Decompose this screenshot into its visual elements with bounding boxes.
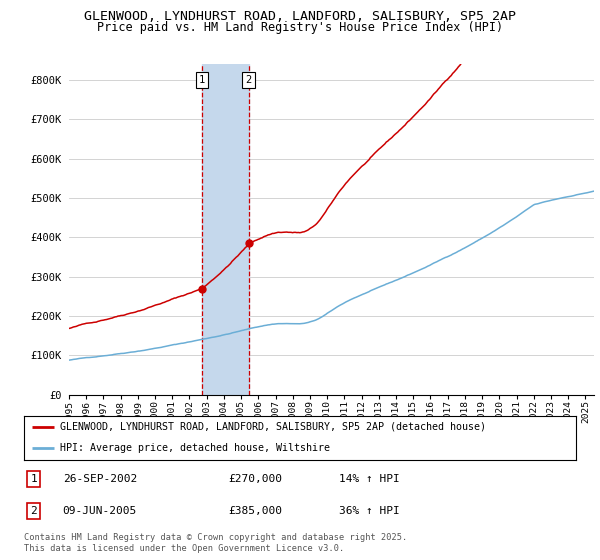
Text: 2: 2 <box>245 75 252 85</box>
Text: Contains HM Land Registry data © Crown copyright and database right 2025.
This d: Contains HM Land Registry data © Crown c… <box>24 533 407 553</box>
Text: 26-SEP-2002: 26-SEP-2002 <box>62 474 137 484</box>
Text: Price paid vs. HM Land Registry's House Price Index (HPI): Price paid vs. HM Land Registry's House … <box>97 21 503 34</box>
Text: 09-JUN-2005: 09-JUN-2005 <box>62 506 137 516</box>
Text: £270,000: £270,000 <box>228 474 282 484</box>
Bar <box>202 64 249 395</box>
Text: 1: 1 <box>31 474 37 484</box>
Text: 1: 1 <box>199 75 205 85</box>
Text: GLENWOOD, LYNDHURST ROAD, LANDFORD, SALISBURY, SP5 2AP (detached house): GLENWOOD, LYNDHURST ROAD, LANDFORD, SALI… <box>60 422 486 432</box>
Text: HPI: Average price, detached house, Wiltshire: HPI: Average price, detached house, Wilt… <box>60 443 330 453</box>
Text: £385,000: £385,000 <box>228 506 282 516</box>
Text: GLENWOOD, LYNDHURST ROAD, LANDFORD, SALISBURY, SP5 2AP: GLENWOOD, LYNDHURST ROAD, LANDFORD, SALI… <box>84 10 516 23</box>
Text: 36% ↑ HPI: 36% ↑ HPI <box>338 506 400 516</box>
Text: 2: 2 <box>31 506 37 516</box>
Text: 14% ↑ HPI: 14% ↑ HPI <box>338 474 400 484</box>
